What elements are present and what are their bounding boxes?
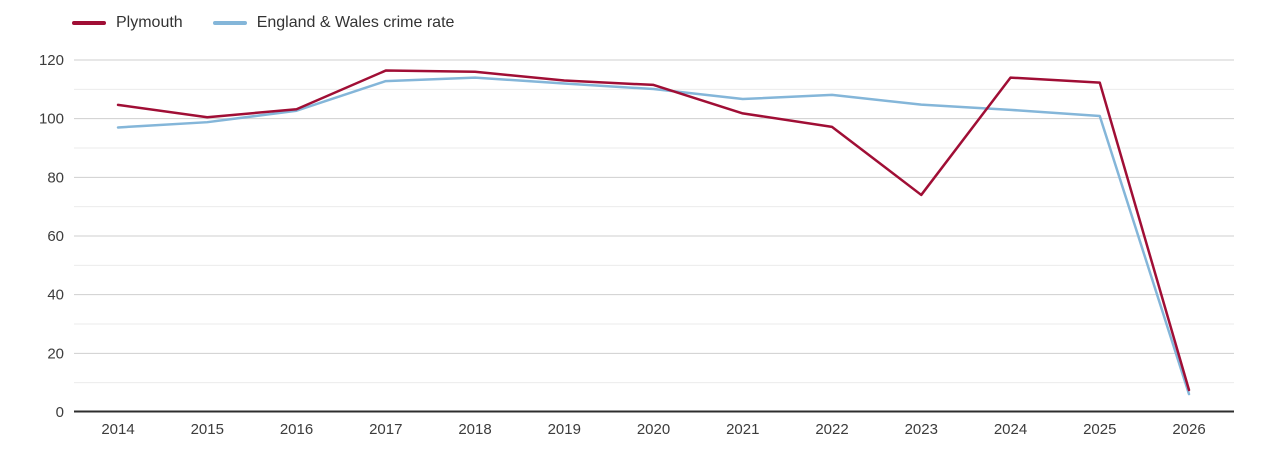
x-tick-label: 2017 — [369, 421, 402, 438]
y-tick-label: 60 — [47, 228, 64, 245]
plymouth-line-swatch — [72, 21, 106, 25]
x-tick-label: 2021 — [726, 421, 759, 438]
legend-label-plymouth: Plymouth — [116, 14, 183, 31]
y-tick-label: 40 — [47, 287, 64, 304]
x-tick-label: 2022 — [815, 421, 848, 438]
legend-item-england-wales[interactable]: England & Wales crime rate — [212, 12, 455, 34]
legend-label-england-wales: England & Wales crime rate — [256, 14, 455, 31]
england-wales-line-swatch — [212, 21, 247, 25]
legend-item-plymouth[interactable]: Plymouth — [72, 12, 183, 34]
major-gridlines — [74, 59, 1234, 354]
x-tick-label: 2016 — [280, 421, 313, 438]
chart-legend: Plymouth England & Wales crime rate — [72, 12, 454, 34]
y-tick-label: 100 — [39, 111, 64, 128]
y-axis-tick-labels: 0 20 40 60 80 100 120 — [39, 52, 64, 421]
england-wales-line — [116, 76, 1191, 396]
data-series-lines — [116, 69, 1191, 396]
x-tick-label: 2023 — [905, 421, 938, 438]
x-tick-label: 2018 — [458, 421, 491, 438]
x-tick-label: 2026 — [1172, 421, 1205, 438]
x-tick-label: 2015 — [191, 421, 224, 438]
y-tick-label: 80 — [47, 169, 64, 186]
y-tick-label: 120 — [39, 52, 64, 69]
x-axis-tick-labels: 2014 2015 2016 2017 2018 2019 2020 2021 2022 2023… — [101, 421, 1205, 438]
plymouth-line — [116, 69, 1191, 392]
x-tick-label: 2014 — [101, 421, 134, 438]
x-tick-label: 2025 — [1083, 421, 1116, 438]
y-tick-label: 20 — [47, 345, 64, 362]
x-tick-label: 2019 — [548, 421, 581, 438]
y-tick-label: 0 — [56, 404, 64, 421]
x-tick-label: 2020 — [637, 421, 670, 438]
x-tick-label: 2024 — [994, 421, 1027, 438]
